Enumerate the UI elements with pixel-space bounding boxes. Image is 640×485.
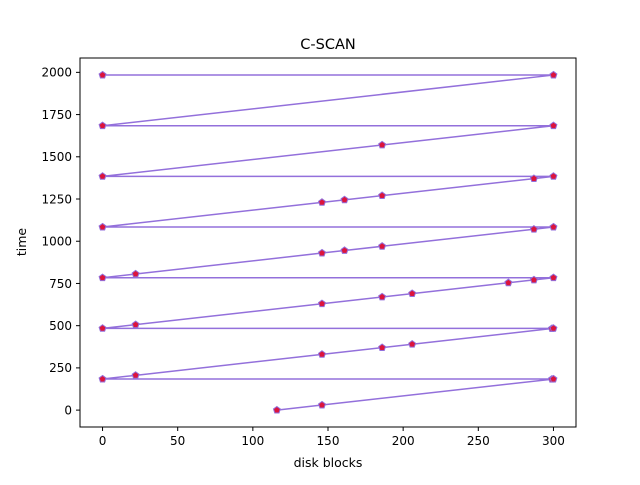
data-point-marker xyxy=(378,343,387,352)
y-tick-label: 1750 xyxy=(41,108,72,122)
data-point-marker xyxy=(98,374,107,383)
data-point-marker xyxy=(317,198,326,206)
x-axis-ticks: 0 50 100 150 200 250 300 xyxy=(99,427,565,448)
data-point-marker xyxy=(98,273,107,282)
data-point-marker xyxy=(378,292,387,301)
y-tick-label: 1000 xyxy=(41,235,72,249)
x-tick-label: 100 xyxy=(241,434,264,448)
data-point-marker xyxy=(317,248,326,257)
data-point-marker xyxy=(549,121,558,130)
data-point-marker xyxy=(529,174,538,182)
data-point-marker xyxy=(317,299,326,308)
y-tick-label: 1250 xyxy=(41,192,72,206)
data-point-marker xyxy=(549,374,558,383)
y-tick-label: 500 xyxy=(49,319,72,333)
data-point-marker xyxy=(378,140,387,149)
x-tick-label: 150 xyxy=(317,434,340,448)
data-point-marker xyxy=(131,269,140,278)
x-tick-label: 200 xyxy=(392,434,415,448)
data-point-marker xyxy=(549,273,558,282)
data-point-marker xyxy=(98,70,107,79)
chart-title: C-SCAN xyxy=(300,37,355,53)
data-point-marker xyxy=(378,242,387,250)
data-point-marker xyxy=(98,324,107,332)
x-axis-label: disk blocks xyxy=(294,455,363,470)
data-point-marker xyxy=(529,275,538,284)
plot-area xyxy=(98,70,558,414)
y-tick-label: 250 xyxy=(49,361,72,375)
data-point-marker xyxy=(549,324,558,332)
data-point-marker xyxy=(504,278,513,287)
y-axis-ticks: 0 250 500 750 1000 1250 1500 1750 2000 xyxy=(41,66,80,417)
data-point-marker xyxy=(549,70,558,79)
data-point-marker xyxy=(549,172,558,180)
data-point-marker xyxy=(378,191,387,200)
y-tick-label: 1500 xyxy=(41,150,72,164)
data-point-marker xyxy=(529,225,538,233)
x-tick-label: 300 xyxy=(542,434,565,448)
data-point-marker xyxy=(317,350,326,358)
y-tick-label: 2000 xyxy=(41,66,72,80)
data-point-marker xyxy=(340,246,349,254)
data-point-marker xyxy=(98,121,107,130)
data-point-marker xyxy=(408,289,417,297)
y-axis-label: time xyxy=(14,228,29,257)
data-point-marker xyxy=(340,195,349,204)
data-point-marker xyxy=(408,340,417,348)
y-tick-label: 750 xyxy=(49,277,72,291)
data-point-marker xyxy=(131,371,140,379)
data-point-marker xyxy=(317,400,326,409)
data-point-marker xyxy=(98,222,107,231)
x-tick-label: 0 xyxy=(99,434,107,448)
x-tick-label: 50 xyxy=(170,434,185,448)
data-point-marker xyxy=(549,222,558,231)
data-point-marker xyxy=(272,405,281,414)
y-tick-label: 0 xyxy=(64,403,72,417)
x-tick-label: 250 xyxy=(467,434,490,448)
data-point-marker xyxy=(131,320,140,329)
data-point-marker xyxy=(98,172,107,180)
